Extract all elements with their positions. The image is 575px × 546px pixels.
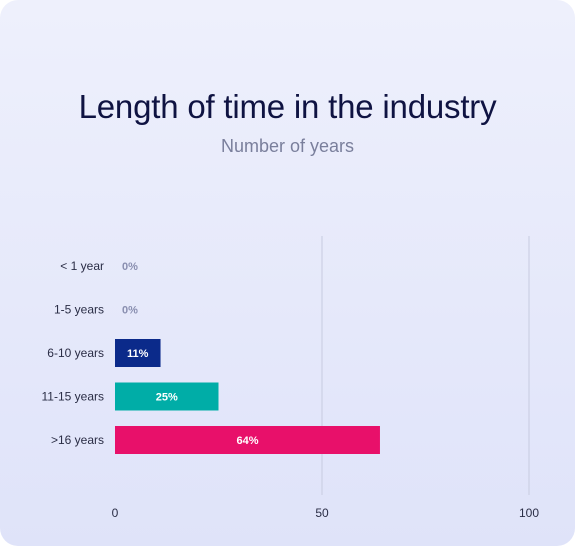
chart-title: Length of time in the industry: [78, 88, 497, 125]
value-label-0: 0%: [122, 261, 138, 273]
bar-3: [115, 382, 219, 411]
x-tick-label-0: 0: [112, 506, 119, 520]
x-tick-label-2: 100: [519, 506, 539, 520]
value-label-3: 25%: [156, 392, 178, 404]
category-label-4: >16 years: [51, 433, 104, 447]
x-tick-label-1: 50: [315, 506, 329, 520]
category-label-3: 11-15 years: [42, 390, 104, 404]
value-label-2: 11%: [127, 348, 149, 360]
category-label-1: 1-5 years: [54, 303, 104, 317]
value-label-1: 0%: [122, 305, 138, 317]
bar-4: [115, 426, 380, 454]
category-label-2: 6-10 years: [47, 346, 104, 360]
chart-subtitle: Number of years: [220, 136, 355, 156]
category-label-0: < 1 year: [60, 259, 104, 273]
value-label-4: 64%: [236, 435, 258, 447]
bar-2: [115, 339, 161, 367]
